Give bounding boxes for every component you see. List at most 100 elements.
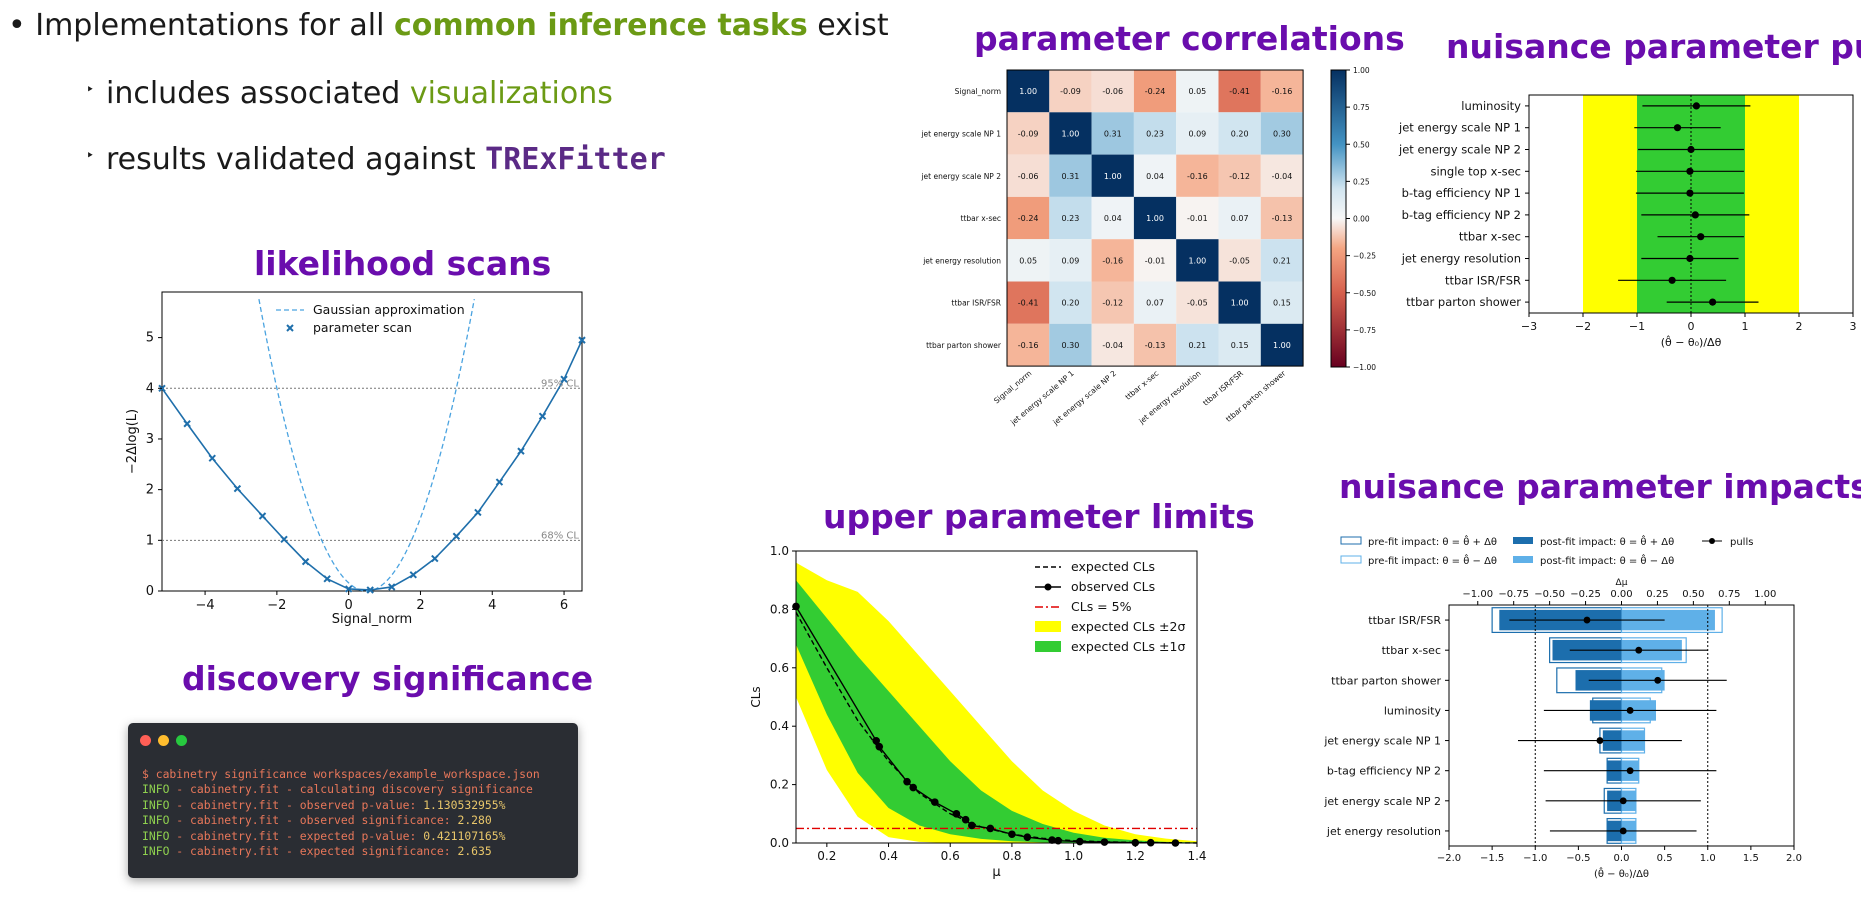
- cl-label: 68% CL: [541, 530, 579, 541]
- heatmap-value: -0.01: [1187, 214, 1208, 223]
- observed-point: [1100, 838, 1109, 846]
- impacts-legend-label: pre-fit impact: θ = θ̂ − Δθ: [1368, 553, 1497, 567]
- heatmap-cell: [1007, 196, 1050, 240]
- bullet-main: • Implementations for all common inferen…: [8, 8, 889, 43]
- heatmap-cell: [1049, 112, 1092, 155]
- impacts-x-tick-label: 1.0: [1700, 853, 1716, 864]
- likelihood-frame: [161, 291, 583, 592]
- y-tick-label: 1: [146, 533, 154, 548]
- scan-point: [258, 512, 267, 520]
- heatmap-cell: [1091, 281, 1134, 324]
- heatmap-value: 0.05: [1019, 256, 1037, 265]
- scan-point: [517, 447, 525, 455]
- limits-x-tick-label: 0.4: [879, 849, 898, 863]
- heatmap-value: -0.06: [1102, 87, 1123, 96]
- heatmap-cell: [1218, 70, 1261, 113]
- observed-point: [909, 783, 918, 792]
- observed-point: [931, 798, 939, 806]
- bullet-sub-visualizations: includes associated visualizations: [106, 76, 613, 111]
- heatmap-cell: [1007, 112, 1050, 155]
- limits-x-tick-label: 1.2: [1126, 849, 1145, 863]
- limits-legend-label: expected CLs: [1071, 559, 1155, 574]
- observed-point: [952, 810, 961, 818]
- impacts-x-tick-label: −0.5: [1566, 853, 1590, 864]
- impacts-label: luminosity: [1384, 704, 1442, 717]
- pull-point: [1686, 167, 1694, 175]
- limits-x-tick-label: 0.6: [941, 849, 960, 863]
- terminal-level: INFO: [142, 828, 170, 843]
- sub1-marker: ‣: [86, 82, 95, 98]
- heatmap-value: -0.09: [1060, 87, 1081, 96]
- impacts-x-tick-label: 0.5: [1657, 853, 1673, 864]
- heatmap-cell: [1176, 154, 1219, 197]
- colorbar-tick-label: 0.50: [1353, 140, 1370, 149]
- heatmap-cell: [1260, 70, 1304, 113]
- legend-observed-marker: [1044, 583, 1052, 591]
- pull-point: [1687, 145, 1695, 154]
- heatmap-cell: [1049, 70, 1092, 113]
- impacts-top-tick-label: −0.25: [1570, 589, 1601, 600]
- heatmap-value: 1.00: [1273, 341, 1291, 350]
- impact-pull-point: [1626, 767, 1634, 775]
- impacts-top-tick-label: 1.00: [1754, 589, 1776, 600]
- colorbar-tick-label: −0.25: [1353, 252, 1376, 261]
- pulls-x-tick-label: 3: [1850, 320, 1857, 333]
- legend-prefit-up-swatch: [1340, 536, 1362, 545]
- heatmap-row-label: jet energy scale NP 1: [920, 129, 1001, 138]
- heatmap-cell: [1133, 239, 1177, 282]
- scan-point: [495, 478, 504, 486]
- heatmap-value: 0.31: [1104, 129, 1122, 138]
- observed-point: [968, 821, 976, 830]
- bullet-sub2-emphasis: TRExFitter: [485, 142, 666, 177]
- scan-point: [431, 554, 439, 563]
- pull-point: [1691, 211, 1699, 219]
- heatmap-row-label: ttbar parton shower: [926, 341, 1002, 350]
- x-tick-label: 0: [345, 598, 353, 613]
- heatmap-cell: [1091, 112, 1134, 155]
- observed-point: [986, 824, 995, 833]
- legend-2sigma-swatch: [1035, 621, 1061, 632]
- colorbar-tick-label: −0.50: [1353, 289, 1376, 298]
- pull-point: [1673, 124, 1682, 132]
- heatmap-value: -0.24: [1145, 87, 1166, 96]
- observed-point: [961, 815, 970, 824]
- pulls-x-tick-label: −2: [1575, 320, 1591, 333]
- heatmap-row-label: jet energy scale NP 2: [920, 172, 1001, 181]
- impacts-label: ttbar x-sec: [1382, 644, 1441, 657]
- heatmap-cell: [1260, 239, 1304, 282]
- heatmap-cell: [1176, 323, 1219, 367]
- heatmap-cell: [1133, 112, 1177, 155]
- heatmap-value: 0.23: [1146, 129, 1164, 138]
- heatmap-value: -0.01: [1145, 256, 1166, 265]
- impacts-legend-label: pre-fit impact: θ = θ̂ + Δθ: [1368, 534, 1497, 548]
- heatmap-value: 0.21: [1273, 256, 1291, 265]
- pull-point: [1686, 254, 1694, 263]
- pulls-label: single top x-sec: [1430, 164, 1521, 178]
- impacts-label: ttbar ISR/FSR: [1368, 614, 1441, 627]
- impact-pull-point: [1654, 676, 1662, 684]
- pulls-x-tick-label: 2: [1796, 320, 1803, 333]
- impact-pull-point: [1596, 737, 1604, 744]
- terminal-line: INFO - cabinetry.fit - expected signific…: [142, 844, 540, 859]
- bullet-sub1-emphasis: visualizations: [409, 76, 613, 111]
- impacts-label: jet energy scale NP 1: [1323, 735, 1441, 748]
- pulls-label: jet energy resolution: [1401, 252, 1521, 266]
- heatmap-value: 0.09: [1188, 129, 1206, 138]
- heatmap-cell: [1218, 196, 1261, 240]
- colorbar-tick-label: −1.00: [1353, 363, 1376, 372]
- heatmap-cell: [1007, 239, 1050, 282]
- heatmap-cell: [1049, 239, 1092, 282]
- legend-postfit-down-swatch: [1513, 556, 1533, 563]
- limits-title: upper parameter limits: [823, 497, 1255, 536]
- y-axis-label: −2Δlog(L): [125, 409, 140, 474]
- heatmap-col-label: ttbar x-sec: [1124, 369, 1161, 402]
- heatmap-value: 0.07: [1146, 299, 1164, 308]
- pulls-label: ttbar x-sec: [1459, 230, 1521, 244]
- scan-point: [452, 532, 461, 540]
- heatmap-value: 1.00: [1146, 214, 1164, 223]
- terminal-line: $ cabinetry significance workspaces/exam…: [142, 767, 540, 782]
- close-dot-icon: [140, 735, 151, 746]
- impacts-label: ttbar parton shower: [1331, 674, 1441, 687]
- impact-pull-point: [1635, 646, 1643, 654]
- impacts-top-tick-label: 0.00: [1610, 589, 1632, 600]
